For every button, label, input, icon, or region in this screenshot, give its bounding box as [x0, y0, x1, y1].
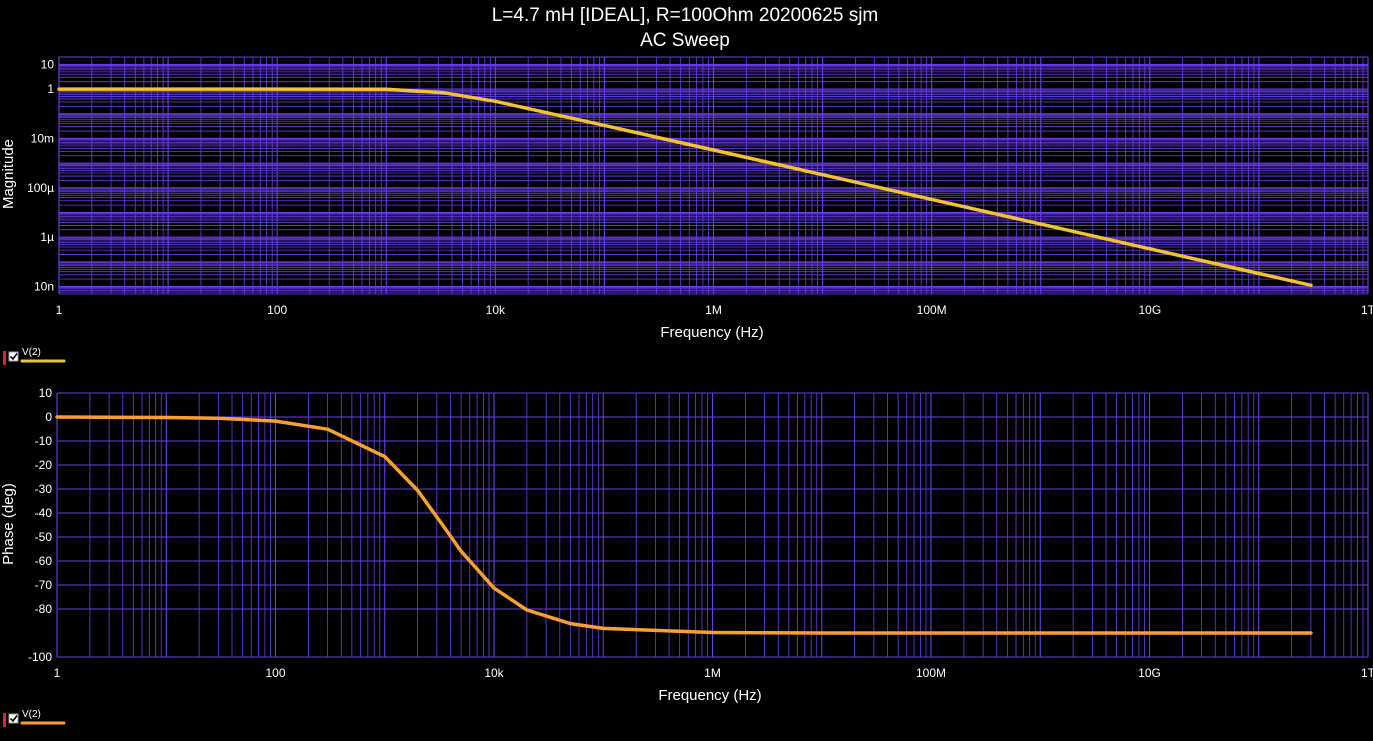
- phase-y-ticks: 10 0 -10 -20 -30 -40 -50 -60 -70 -80 -100: [28, 386, 52, 664]
- x-tick-label: 100: [265, 666, 285, 680]
- y-tick-label: -40: [35, 506, 53, 520]
- x-tick-label: 1M: [704, 666, 721, 680]
- legend-marker: [3, 713, 6, 727]
- y-tick-label: 1: [47, 82, 54, 96]
- y-tick-label: 1µ: [40, 230, 54, 244]
- x-tick-label: 1T: [1361, 666, 1373, 680]
- magnitude-legend[interactable]: V(2): [3, 347, 66, 365]
- series-line-v-2-: [55, 415, 1313, 635]
- magnitude-plot: 1 100 10k 1M 100M 10G 1T 10 1 10m 100µ 1µ 10n Frequ…: [0, 56, 1373, 365]
- x-tick-label: 10k: [484, 666, 504, 680]
- y-tick-label: 0: [45, 410, 52, 424]
- chart-subtitle: AC Sweep: [640, 30, 730, 51]
- y-tick-label: -70: [35, 578, 53, 592]
- y-tick-label: -100: [28, 650, 52, 664]
- magnitude-y-ticks: 10 1 10m 100µ 1µ 10n: [27, 57, 54, 293]
- checkmark-icon: [9, 353, 18, 361]
- x-tick-label: 1: [54, 666, 61, 680]
- phase-traces: [55, 415, 1313, 635]
- phase-x-ticks: 1 100 10k 1M 100M 10G 1T: [54, 666, 1373, 680]
- phase-x-axis-label: Frequency (Hz): [658, 687, 761, 704]
- y-tick-label: -30: [35, 482, 53, 496]
- y-tick-label: -10: [35, 434, 53, 448]
- phase-plot: 1 100 10k 1M 100M 10G 1T 100-10-20-30-40-50-60…: [0, 386, 1373, 727]
- magnitude-traces: [57, 87, 1313, 288]
- checkmark-icon: [9, 715, 18, 723]
- chart-title: L=4.7 mH [IDEAL], R=100Ohm 20200625 sjm: [492, 5, 879, 26]
- phase-legend[interactable]: V(2): [3, 709, 66, 727]
- magnitude-y-axis-label: Magnitude: [0, 139, 17, 209]
- x-tick-label: 100M: [917, 303, 947, 317]
- y-tick-label: -50: [35, 530, 53, 544]
- legend-checkbox[interactable]: [8, 351, 19, 362]
- x-tick-label: 1M: [705, 303, 722, 317]
- y-tick-label: 100µ: [27, 181, 54, 195]
- y-tick-label: -80: [35, 602, 53, 616]
- phase-grid: [56, 392, 1369, 658]
- y-tick-label: -60: [35, 554, 53, 568]
- x-tick-label: 100M: [916, 666, 946, 680]
- legend-label: V(2): [22, 347, 41, 358]
- magnitude-x-axis-label: Frequency (Hz): [660, 324, 763, 341]
- y-tick-label: 10n: [34, 280, 54, 294]
- magnitude-grid: [58, 56, 1369, 295]
- x-tick-label: 1T: [1361, 303, 1373, 317]
- legend-label: V(2): [22, 709, 41, 720]
- magnitude-x-ticks: 1 100 10k 1M 100M 10G 1T: [56, 303, 1373, 317]
- y-tick-label: 10: [41, 57, 55, 71]
- y-tick-label: 10: [39, 386, 53, 400]
- y-tick-label: -20: [35, 458, 53, 472]
- x-tick-label: 10G: [1138, 303, 1161, 317]
- x-tick-label: 100: [267, 303, 287, 317]
- x-tick-label: 10k: [486, 303, 506, 317]
- phase-y-axis-label: Phase (deg): [0, 483, 17, 565]
- y-tick-label: 10m: [31, 131, 54, 145]
- legend-marker: [3, 351, 6, 365]
- series-line-v-2-: [57, 87, 1313, 288]
- x-tick-label: 10G: [1138, 666, 1161, 680]
- legend-checkbox[interactable]: [8, 713, 19, 724]
- x-tick-label: 1: [56, 303, 63, 317]
